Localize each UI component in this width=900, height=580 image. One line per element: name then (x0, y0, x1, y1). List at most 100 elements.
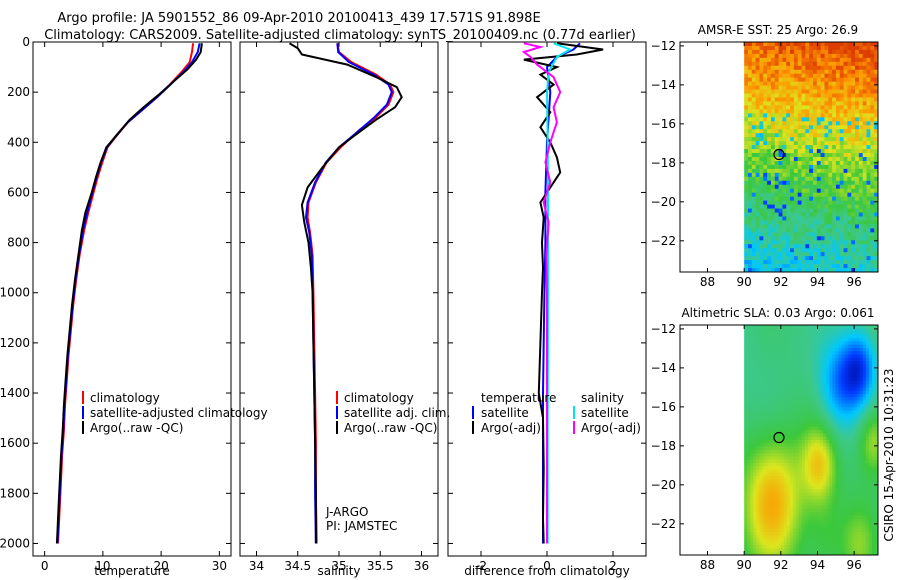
sla-cell (823, 436, 827, 441)
sla-cell (756, 466, 760, 470)
sla-cell (771, 469, 775, 474)
sst-cell (816, 85, 822, 90)
sst-cell (782, 42, 787, 47)
sst-cell (786, 97, 791, 102)
sla-cell (805, 344, 809, 349)
sst-cell (843, 73, 848, 79)
sla-cell (783, 364, 788, 369)
sla-cell (780, 341, 785, 346)
sst-cell (797, 129, 802, 134)
sla-cell (865, 525, 870, 530)
sst-cell (805, 49, 810, 55)
sst-cell (839, 180, 844, 186)
sla-cell (798, 440, 803, 444)
sst-cell (778, 125, 783, 130)
sst-cell (835, 133, 841, 138)
sla-cell (814, 380, 818, 385)
sla-cell (783, 515, 788, 520)
sla-cell (786, 361, 791, 365)
sst-cell (851, 192, 856, 198)
sst-cell (801, 153, 806, 158)
sla-cell (792, 499, 797, 503)
sst-cell (870, 200, 875, 205)
sla-cell (792, 433, 797, 438)
sla-cell (820, 328, 824, 332)
sst-cell (767, 45, 772, 51)
sst-cell (747, 268, 753, 272)
x-tick-label: 10 (95, 559, 110, 573)
sla-cell (780, 377, 785, 382)
sla-cell (835, 420, 839, 424)
sst-cell (862, 196, 867, 202)
sst-cell (832, 117, 837, 122)
sla-cell (847, 400, 852, 405)
sst-cell (793, 145, 799, 150)
sla-cell (829, 334, 833, 339)
sst-cell (862, 157, 867, 162)
sst-cell (847, 137, 852, 142)
sst-cell (774, 97, 779, 102)
sst-cell (793, 105, 799, 110)
sla-cell (826, 417, 830, 421)
sst-cell (858, 61, 864, 67)
sst-cell (816, 129, 822, 134)
sst-cell (747, 113, 753, 118)
sst-cell (751, 204, 757, 209)
sla-cell (868, 407, 873, 411)
sla-cell (841, 397, 845, 401)
sla-cell (850, 486, 855, 490)
sla-cell (771, 459, 775, 464)
sla-cell (829, 436, 833, 441)
sla-cell (835, 403, 839, 408)
sst-cell (835, 220, 841, 225)
sst-cell (797, 42, 802, 47)
sla-cell (835, 328, 839, 332)
sst-cell (855, 105, 860, 110)
sla-cell (859, 400, 864, 405)
sst-cell (747, 196, 753, 202)
sla-cell (835, 397, 839, 401)
sla-cell (801, 443, 806, 447)
sst-cell (835, 160, 841, 166)
sla-cell (765, 348, 769, 352)
sla-cell (811, 367, 815, 372)
sst-cell (759, 252, 764, 257)
sst-cell (747, 101, 753, 106)
sst-cell (778, 57, 783, 63)
sst-cell (855, 89, 860, 94)
sst-cell (839, 97, 844, 102)
sla-cell (792, 377, 797, 382)
sla-cell (783, 423, 788, 428)
sst-cell (843, 268, 848, 272)
sla-cell (808, 453, 812, 457)
sla-cell (789, 403, 794, 408)
sla-cell (862, 495, 867, 500)
sst-cell (763, 188, 768, 194)
sst-cell (778, 216, 783, 221)
sla-cell (808, 489, 812, 493)
sst-cell (755, 236, 760, 241)
sla-cell (853, 502, 858, 507)
sst-cell (782, 172, 787, 178)
sst-cell (786, 153, 791, 158)
sla-cell (786, 502, 791, 507)
sst-cell (801, 117, 806, 122)
sla-cell (811, 357, 815, 362)
sla-cell (820, 400, 824, 405)
sst-cell (763, 109, 768, 114)
sla-cell (744, 515, 748, 520)
sst-cell (744, 137, 749, 142)
sla-cell (841, 420, 845, 424)
sla-cell (771, 528, 775, 533)
sst-cell (805, 117, 810, 122)
sst-cell (751, 232, 757, 237)
sla-cell (768, 413, 772, 418)
sla-cell (762, 423, 766, 428)
sst-cell (847, 200, 852, 205)
sla-cell (832, 420, 836, 424)
sst-cell (793, 248, 799, 253)
sst-cell (809, 42, 814, 47)
sla-cell (850, 420, 855, 424)
sst-cell (855, 240, 860, 245)
sst-cell (874, 141, 878, 146)
